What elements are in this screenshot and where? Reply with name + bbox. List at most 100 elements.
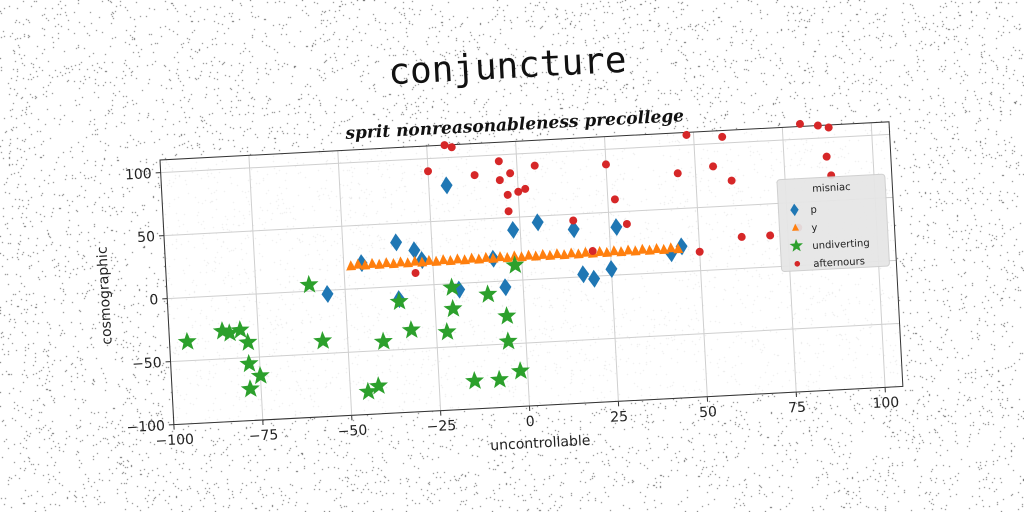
afternours-marker <box>514 187 523 196</box>
series-afternours <box>411 119 836 277</box>
afternours-marker <box>506 169 515 178</box>
p-marker <box>321 285 334 304</box>
undiverting-marker <box>478 284 498 303</box>
y-marker <box>609 245 620 256</box>
y-marker <box>495 251 506 262</box>
afternours-marker <box>588 247 597 256</box>
p-marker <box>567 220 580 239</box>
y-marker <box>509 250 520 261</box>
x-tick-label: −75 <box>248 427 278 445</box>
y-marker <box>552 248 563 259</box>
y-marker <box>637 243 648 254</box>
y-marker <box>580 246 591 257</box>
afternours-marker <box>709 162 718 171</box>
undiverting-marker <box>230 320 250 339</box>
afternours-marker <box>727 176 736 185</box>
afternours-marker <box>822 152 831 161</box>
p-marker <box>588 269 601 288</box>
plot-frame <box>159 121 904 426</box>
y-marker <box>353 258 364 269</box>
y-marker <box>595 245 606 257</box>
afternours-marker <box>521 184 530 193</box>
undiverting-marker <box>250 365 270 385</box>
undiverting-marker <box>505 255 525 274</box>
undiverting-marker <box>239 353 259 373</box>
legend-label-p: p <box>810 205 817 216</box>
undiverting-marker <box>437 322 457 341</box>
p-marker <box>408 241 421 260</box>
p-marker <box>675 237 688 256</box>
y-marker <box>438 254 449 265</box>
afternours-marker <box>601 160 610 169</box>
afternours-marker <box>494 157 503 166</box>
legend-label-y: y <box>811 223 818 234</box>
undiverting-marker <box>368 376 388 395</box>
y-marker <box>367 257 378 269</box>
undiverting-marker <box>489 369 509 389</box>
series-y <box>346 242 684 271</box>
afternours-marker <box>622 219 631 228</box>
undiverting-marker <box>240 379 260 398</box>
y-marker <box>623 244 634 255</box>
undiverting-marker <box>299 274 319 294</box>
y-gridline <box>170 322 900 363</box>
chart-title: conjuncture <box>387 40 627 93</box>
undiverting-marker <box>313 331 333 350</box>
x-gridline <box>515 141 530 407</box>
afternours-marker <box>503 190 512 199</box>
x-axis-label: uncontrollable <box>490 433 591 454</box>
x-tick-label: −50 <box>337 423 367 441</box>
legend-box <box>776 173 890 272</box>
y-tick-label: 100 <box>125 166 153 183</box>
p-marker <box>507 220 520 239</box>
afternours-marker <box>569 216 578 225</box>
afternours-marker <box>424 167 433 176</box>
y-marker <box>424 254 435 266</box>
legend: misniac py undiverting afternours <box>776 173 890 272</box>
undiverting-marker <box>443 298 463 318</box>
y-tick-label: 0 <box>149 292 159 308</box>
y-marker <box>651 242 662 254</box>
x-tick-label: 100 <box>872 395 900 412</box>
afternours-marker <box>766 231 775 240</box>
y-marker <box>481 251 492 263</box>
y-tick-label: −100 <box>126 418 165 436</box>
undiverting-marker <box>373 331 393 351</box>
legend-afternours-marker <box>794 260 801 267</box>
x-gridline <box>692 132 708 397</box>
x-tick-label: 25 <box>610 409 629 426</box>
afternours-marker <box>530 161 539 170</box>
afternours-marker <box>411 268 420 277</box>
x-tick-label: 0 <box>525 414 535 430</box>
p-marker <box>577 265 590 284</box>
afternours-marker <box>737 232 746 241</box>
afternours-marker <box>824 123 833 132</box>
y-marker <box>566 247 577 258</box>
y-axis-label: cosmographic <box>94 246 115 345</box>
x-tick-label: −25 <box>426 418 456 436</box>
y-marker <box>538 248 549 260</box>
undiverting-marker <box>389 291 409 310</box>
undiverting-marker <box>465 371 485 390</box>
y-gridline <box>167 259 897 300</box>
y-tick-label: −50 <box>132 355 162 373</box>
series-undiverting <box>177 255 530 401</box>
undiverting-marker <box>238 332 258 351</box>
y-marker <box>673 243 684 254</box>
y-marker <box>410 255 421 266</box>
legend-y-marker <box>792 223 800 231</box>
y-marker <box>523 249 534 260</box>
afternours-marker <box>813 121 822 130</box>
undiverting-marker <box>498 331 518 350</box>
x-tick-label: 50 <box>699 404 718 421</box>
afternours-marker <box>504 207 513 216</box>
p-marker <box>440 176 453 195</box>
afternours-marker <box>695 247 704 256</box>
y-marker <box>395 256 406 267</box>
y-gridline <box>163 196 893 237</box>
undiverting-marker <box>220 323 239 342</box>
p-marker <box>531 213 544 232</box>
undiverting-marker <box>497 306 517 325</box>
y-marker <box>467 252 478 263</box>
